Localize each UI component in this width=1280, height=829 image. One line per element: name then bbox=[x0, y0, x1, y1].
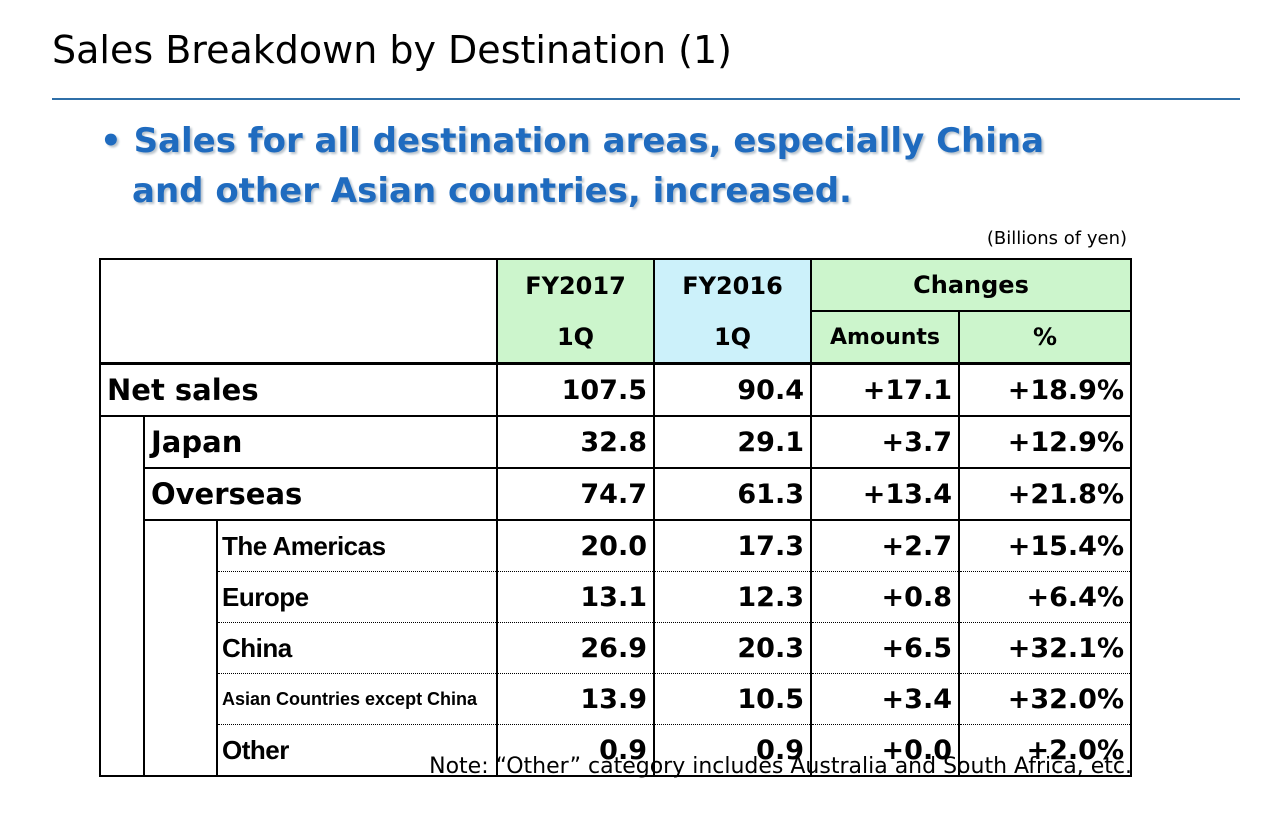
table-row: Asian Countries except China 13.9 10.5 +… bbox=[100, 673, 1132, 725]
cell-pct: +21.8% bbox=[958, 467, 1132, 521]
header-fy2017: FY2017 bbox=[496, 258, 655, 311]
cell-fy2017: 20.0 bbox=[496, 519, 655, 572]
footnote: Note: “Other” category includes Australi… bbox=[429, 754, 1132, 779]
cell-fy2017: 26.9 bbox=[496, 622, 655, 674]
cell-amount: +3.4 bbox=[810, 673, 960, 725]
cell-amount: +0.8 bbox=[810, 571, 960, 623]
summary-bullet: • Sales for all destination areas, espec… bbox=[100, 116, 1044, 216]
bullet-line-2: and other Asian countries, increased. bbox=[132, 171, 852, 211]
row-label-net-sales: Net sales bbox=[99, 362, 498, 417]
cell-fy2016: 12.3 bbox=[653, 571, 812, 623]
cell-pct: +12.9% bbox=[958, 415, 1132, 469]
cell-amount: +2.7 bbox=[810, 519, 960, 572]
cell-fy2017: 32.8 bbox=[496, 415, 655, 469]
header-row-2: 1Q 1Q Amounts % bbox=[100, 310, 1132, 365]
table-row: Overseas 74.7 61.3 +13.4 +21.8% bbox=[100, 467, 1132, 521]
header-percent: % bbox=[958, 310, 1132, 365]
row-label-americas: The Americas bbox=[216, 519, 498, 572]
unit-label: (Billions of yen) bbox=[986, 228, 1127, 249]
row-label-asian-countries: Asian Countries except China bbox=[216, 673, 498, 725]
table-row: Japan 32.8 29.1 +3.7 +12.9% bbox=[99, 415, 1132, 777]
cell-fy2016: 0.9 bbox=[653, 724, 812, 777]
row-label-overseas: Overseas bbox=[143, 467, 498, 521]
title-divider bbox=[52, 98, 1240, 100]
header-amounts: Amounts bbox=[810, 310, 960, 365]
bullet-line-1: • Sales for all destination areas, espec… bbox=[100, 121, 1045, 161]
indent-spacer-2 bbox=[144, 520, 218, 777]
table-row: The Americas 20.0 17.3 +2.7 +15.4% bbox=[100, 519, 1132, 777]
cell-amount: +13.4 bbox=[810, 467, 960, 521]
cell-pct: +32.1% bbox=[958, 622, 1132, 674]
header-fy2016-period: 1Q bbox=[653, 311, 812, 365]
cell-fy2016: 10.5 bbox=[653, 673, 812, 725]
cell-fy2016: 17.3 bbox=[653, 519, 812, 572]
cell-fy2016: 29.1 bbox=[653, 415, 812, 469]
cell-fy2017: 13.1 bbox=[496, 571, 655, 623]
row-label-other: Other bbox=[216, 724, 498, 777]
row-label-europe: Europe bbox=[216, 571, 498, 623]
cell-fy2016: 90.4 bbox=[653, 362, 812, 417]
cell-amount: +6.5 bbox=[810, 622, 960, 674]
cell-amount: +0.0 bbox=[810, 724, 960, 777]
table-row: China 26.9 20.3 +6.5 +32.1% bbox=[100, 622, 1132, 674]
header-row-1: FY2017 FY2016 Changes bbox=[99, 258, 1132, 365]
table-row: Other 0.9 0.9 +0.0 +2.0% bbox=[100, 724, 1132, 777]
header-fy2016: FY2016 bbox=[653, 258, 812, 311]
cell-fy2017: 13.9 bbox=[496, 673, 655, 725]
indent-spacer-1 bbox=[99, 416, 145, 777]
header-blank-cell bbox=[99, 258, 498, 365]
table-row: Net sales 107.5 90.4 +17.1 +18.9% bbox=[99, 362, 1132, 417]
cell-fy2016: 20.3 bbox=[653, 622, 812, 674]
cell-pct: +2.0% bbox=[958, 724, 1132, 777]
cell-pct: +15.4% bbox=[958, 519, 1132, 572]
header-changes: Changes bbox=[810, 258, 1132, 312]
cell-pct: +18.9% bbox=[958, 362, 1132, 417]
row-label-china: China bbox=[216, 622, 498, 674]
sales-table: FY2017 FY2016 Changes 1Q 1Q Amounts % Ne… bbox=[99, 258, 1132, 777]
cell-amount: +17.1 bbox=[810, 362, 960, 417]
cell-fy2016: 61.3 bbox=[653, 467, 812, 521]
cell-fy2017: 107.5 bbox=[496, 362, 655, 417]
cell-fy2017: 74.7 bbox=[496, 467, 655, 521]
cell-fy2017: 0.9 bbox=[496, 724, 655, 777]
header-fy2017-period: 1Q bbox=[496, 311, 655, 365]
page-title: Sales Breakdown by Destination (1) bbox=[52, 28, 733, 72]
cell-amount: +3.7 bbox=[810, 415, 960, 469]
cell-pct: +6.4% bbox=[958, 571, 1132, 623]
cell-pct: +32.0% bbox=[958, 673, 1132, 725]
row-label-japan: Japan bbox=[143, 415, 498, 469]
table-row: Europe 13.1 12.3 +0.8 +6.4% bbox=[100, 571, 1132, 623]
